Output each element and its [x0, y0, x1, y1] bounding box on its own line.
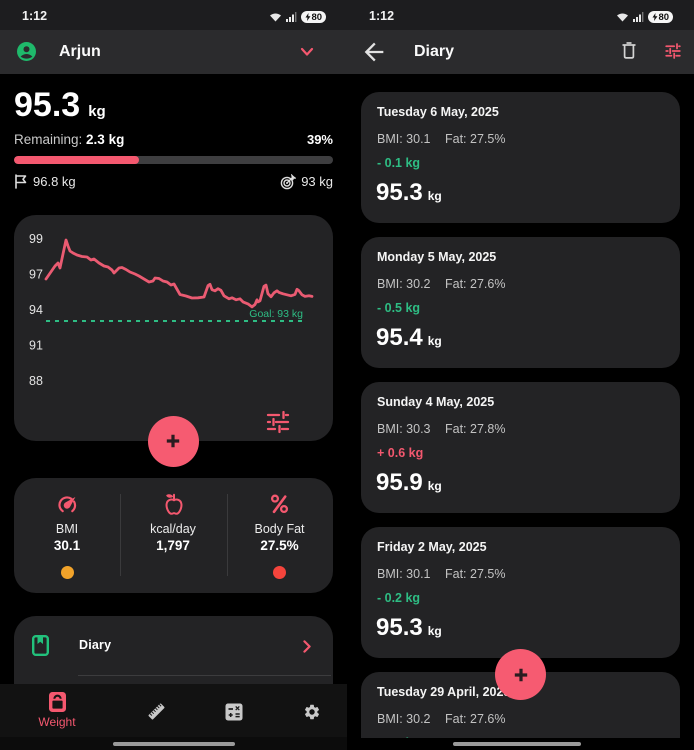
svg-text:91: 91 [29, 338, 43, 352]
svg-text:94: 94 [29, 303, 43, 317]
svg-text:99: 99 [29, 232, 43, 246]
svg-text:Goal: 93 kg: Goal: 93 kg [249, 308, 303, 320]
svg-text:97: 97 [29, 267, 43, 281]
svg-text:88: 88 [29, 374, 43, 388]
